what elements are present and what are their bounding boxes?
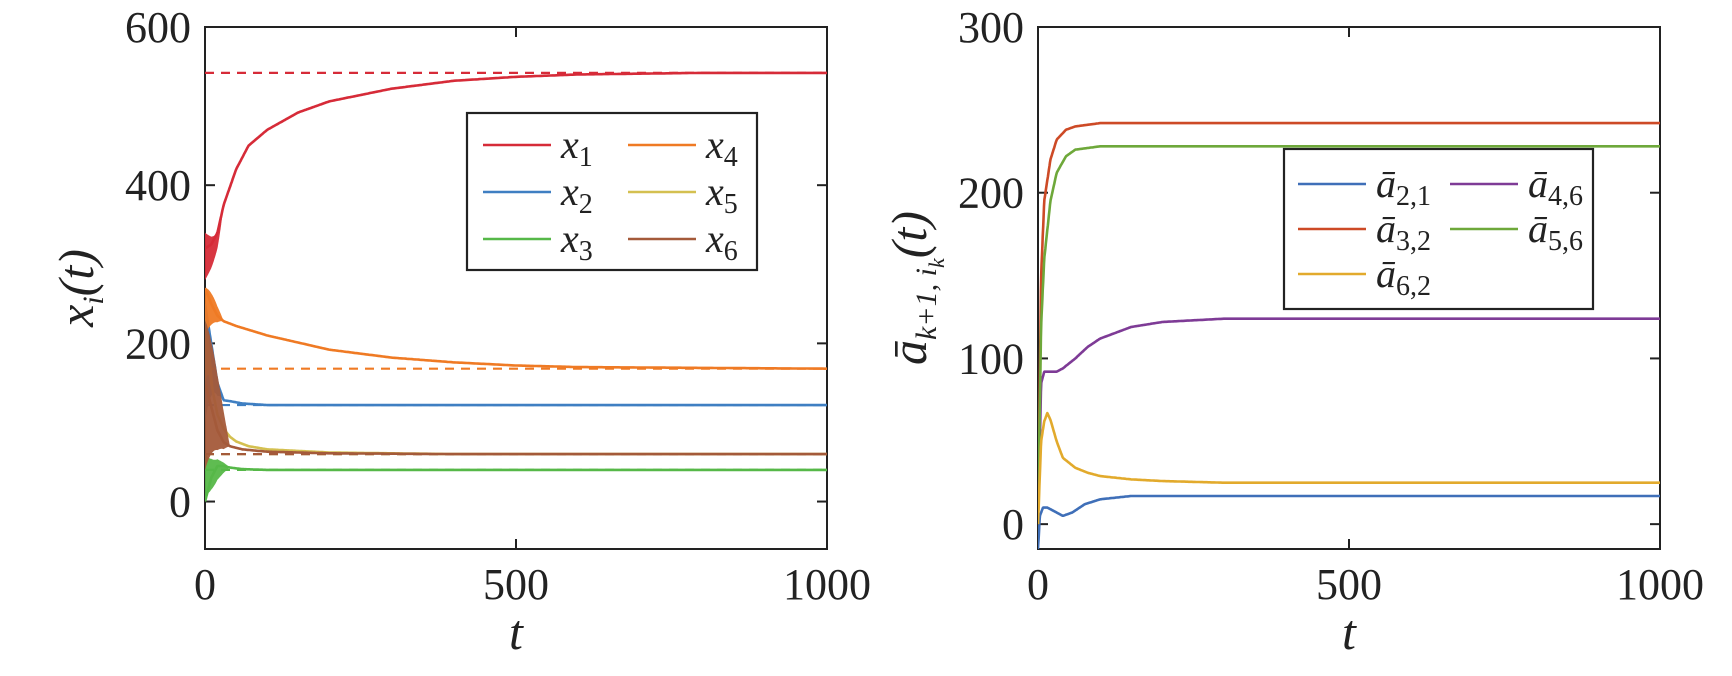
y-tick-label: 400 [125,161,191,210]
legend-label: x3 [560,216,593,267]
series-21-0-line [1038,494,1660,549]
series-x6-5-oscillation-band [205,319,230,470]
legend-label: x2 [560,169,593,220]
legend-label: x5 [705,169,738,220]
legend-label: x1 [560,122,593,173]
series-x6-5-line [205,381,827,456]
series-x3-2-line [205,464,827,503]
y-tick-label: 0 [1002,500,1024,549]
y-axis-label: xi(t) [48,249,110,328]
legend-label: ā5,6 [1528,206,1583,257]
x-tick-label: 1000 [783,560,871,609]
x-tick-label: 500 [483,560,549,609]
x-axis-label: t [509,604,524,660]
series-x1-0-oscillation-band [205,205,224,281]
legend-label: ā3,2 [1376,206,1431,257]
x-tick-label: 500 [1316,560,1382,609]
y-tick-label: 0 [169,478,191,527]
x-tick-label: 0 [1027,560,1049,609]
legend-label: x6 [705,216,738,267]
series-x1-0-line [205,71,827,250]
chart-right: 0 500 1000 0 100 200 300 t āk+1, ik(t) ā2,1ā3,2 ā4… [881,3,1704,660]
y-tick-label: 600 [125,3,191,52]
legend-label: ā2,1 [1376,161,1431,212]
legend-label: ā6,2 [1376,251,1431,302]
y-axis-label: āk+1, ik(t) [881,211,949,365]
x-axis-label: t [1342,604,1357,660]
series-x3-2-oscillation-band [205,452,230,502]
series-x5-4-line [205,334,827,456]
series-46-2-line [1038,317,1660,525]
series-32-1-line [1038,121,1660,525]
y-tick-label: 200 [958,169,1024,218]
x-tick-label: 0 [194,560,216,609]
series-x2-1-line [205,302,827,407]
plot-series-group [205,71,827,503]
y-tick-label: 100 [958,334,1024,383]
series-56-3-line [1038,145,1660,525]
x-tick-label: 1000 [1616,560,1704,609]
series-62-4-line [1038,411,1660,525]
y-tick-label: 200 [125,319,191,368]
legend-label: x4 [705,122,738,173]
series-x4-3-line [205,286,827,370]
legend-box [465,111,759,272]
plot-series-group [1038,121,1660,549]
y-tick-label: 300 [958,3,1024,52]
legend-label: ā4,6 [1528,161,1583,212]
